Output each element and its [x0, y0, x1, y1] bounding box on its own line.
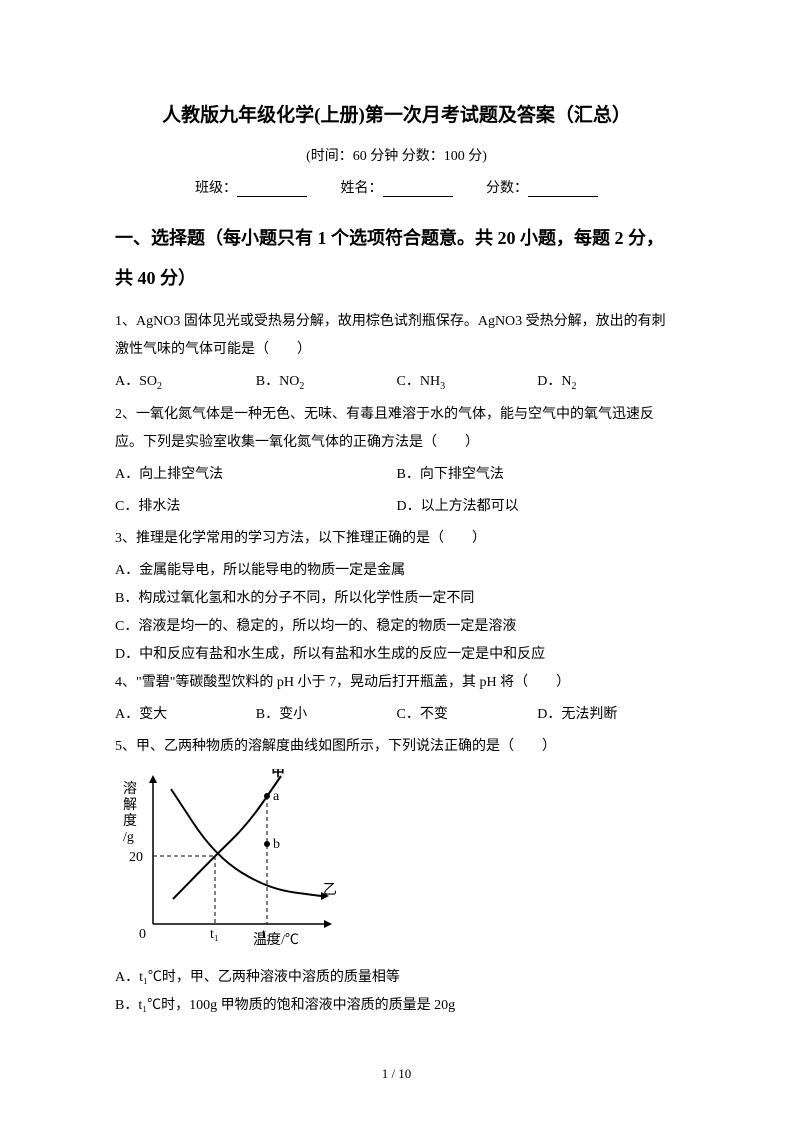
- class-blank[interactable]: [237, 183, 307, 197]
- q5-options: A．t₁℃时，甲、乙两种溶液中溶质的质量相等 B．t₁℃时，100g 甲物质的饱…: [115, 964, 678, 1020]
- svg-text:b: b: [273, 837, 280, 852]
- name-blank[interactable]: [383, 183, 453, 197]
- q2-options-row2: C．排水法 D．以上方法都可以: [115, 493, 678, 521]
- q1-opt-c: C．NH3: [397, 368, 538, 397]
- class-label: 班级：: [195, 181, 237, 196]
- svg-text:20: 20: [129, 850, 143, 865]
- q2-options-row1: A．向上排空气法 B．向下排空气法: [115, 461, 678, 489]
- score-blank[interactable]: [528, 183, 598, 197]
- q3-stem: 3、推理是化学常用的学习方法，以下推理正确的是（ ）: [115, 525, 678, 553]
- svg-text:t₁: t₁: [210, 927, 219, 942]
- page-title: 人教版九年级化学(上册)第一次月考试题及答案（汇总）: [115, 100, 678, 127]
- svg-text:度: 度: [123, 813, 137, 829]
- q1-stem: 1、AgNO3 固体见光或受热易分解，故用棕色试剂瓶保存。AgNO3 受热分解，…: [115, 308, 678, 364]
- q4-opt-b: B．变小: [256, 701, 397, 729]
- page-footer: 1 / 10: [0, 1066, 793, 1082]
- q1-opt-d: D．N2: [537, 368, 678, 397]
- student-info-line: 班级： 姓名： 分数：: [115, 177, 678, 197]
- q4-options: A．变大 B．变小 C．不变 D．无法判断: [115, 701, 678, 729]
- q2-stem: 2、一氧化氮气体是一种无色、无味、有毒且难溶于水的气体，能与空气中的氧气迅速反应…: [115, 401, 678, 457]
- q5-opt-a: A．t₁℃时，甲、乙两种溶液中溶质的质量相等: [115, 964, 678, 992]
- q2-opt-c: C．排水法: [115, 493, 397, 521]
- svg-text:t₂: t₂: [262, 927, 271, 942]
- section-1-heading: 一、选择题（每小题只有 1 个选项符合题意。共 20 小题，每题 2 分，共 4…: [115, 219, 678, 298]
- svg-text:a: a: [273, 789, 280, 804]
- svg-text:解: 解: [123, 797, 137, 813]
- svg-text:溶: 溶: [123, 781, 137, 797]
- q4-opt-d: D．无法判断: [537, 701, 678, 729]
- q4-opt-c: C．不变: [397, 701, 538, 729]
- q3-opt-d: D．中和反应有盐和水生成，所以有盐和水生成的反应一定是中和反应: [115, 641, 678, 669]
- solubility-chart: 溶解度/g温度/℃020甲乙t₁t₂ab: [115, 769, 678, 954]
- q4-opt-a: A．变大: [115, 701, 256, 729]
- q3-options: A．金属能导电，所以能导电的物质一定是金属 B．构成过氧化氢和水的分子不同，所以…: [115, 557, 678, 669]
- q1-options: A．SO2 B．NO2 C．NH3 D．N2: [115, 368, 678, 397]
- svg-text:温度/℃: 温度/℃: [253, 932, 299, 948]
- name-label: 姓名：: [341, 181, 383, 196]
- q2-opt-a: A．向上排空气法: [115, 461, 397, 489]
- svg-text:甲: 甲: [271, 769, 285, 780]
- q2-opt-d: D．以上方法都可以: [397, 493, 679, 521]
- q2-opt-b: B．向下排空气法: [397, 461, 679, 489]
- q3-opt-b: B．构成过氧化氢和水的分子不同，所以化学性质一定不同: [115, 585, 678, 613]
- score-label: 分数：: [486, 181, 528, 196]
- svg-text:0: 0: [139, 927, 146, 942]
- q5-stem: 5、甲、乙两种物质的溶解度曲线如图所示，下列说法正确的是（ ）: [115, 733, 678, 761]
- q4-stem: 4、"雪碧"等碳酸型饮料的 pH 小于 7，晃动后打开瓶盖，其 pH 将（ ）: [115, 669, 678, 697]
- q1-opt-a: A．SO2: [115, 368, 256, 397]
- exam-meta: (时间：60 分钟 分数：100 分): [115, 145, 678, 165]
- q1-opt-b: B．NO2: [256, 368, 397, 397]
- q5-opt-b: B．t₁℃时，100g 甲物质的饱和溶液中溶质的质量是 20g: [115, 992, 678, 1020]
- q3-opt-c: C．溶液是均一的、稳定的，所以均一的、稳定的物质一定是溶液: [115, 613, 678, 641]
- svg-text:/g: /g: [123, 830, 134, 845]
- q3-opt-a: A．金属能导电，所以能导电的物质一定是金属: [115, 557, 678, 585]
